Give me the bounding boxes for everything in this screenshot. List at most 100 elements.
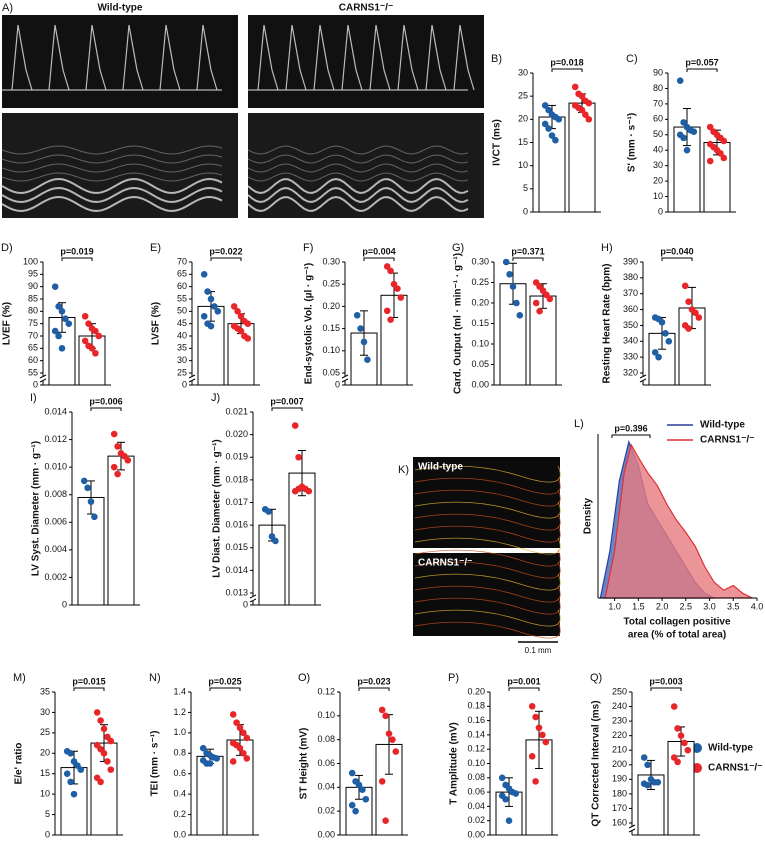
y-axis-label: ST Height (mV) (299, 728, 310, 800)
y-tick-label: 0.018 (225, 474, 248, 484)
data-point (585, 116, 593, 123)
data-point (88, 345, 96, 352)
image-label: CARNS1⁻/⁻ (418, 558, 472, 569)
y-tick-label: 230 (612, 715, 627, 725)
data-point (265, 508, 272, 515)
data-point (571, 83, 579, 91)
mmode-band (247, 163, 469, 173)
y-tick-label: 0.00 (471, 379, 489, 389)
data-point (535, 724, 543, 732)
y-tick-label: 35 (177, 343, 187, 353)
data-point (382, 712, 389, 720)
y-tick-label: 0.0 (173, 829, 186, 839)
data-point (305, 487, 313, 495)
x-tick-label: 3.5 (727, 601, 740, 611)
data-point (387, 316, 394, 324)
data-point (244, 320, 252, 327)
data-point (680, 134, 687, 142)
collagen-fiber (414, 477, 561, 495)
bar (350, 332, 378, 386)
x-tick-label: 1.5 (632, 601, 645, 611)
data-point (58, 345, 66, 352)
echo-doppler (2, 15, 238, 108)
x-axis-label: Total collagen positive (623, 617, 730, 628)
data-point (65, 320, 73, 327)
y-tick-label: 0 (335, 379, 340, 389)
y-tick-label: 10 (40, 789, 50, 799)
y-tick-label: 0.14 (467, 729, 485, 739)
data-point (353, 311, 361, 319)
data-point (502, 258, 510, 266)
data-point (387, 267, 394, 275)
data-point (237, 327, 245, 335)
significance-bracket (551, 68, 583, 72)
bar (196, 755, 224, 836)
echo-doppler (248, 15, 484, 108)
y-axis-label: E/e' ratio (14, 743, 25, 785)
axis-break (639, 374, 647, 383)
y-axis-label: LV Syst. Diameter (mm · g⁻¹) (31, 441, 42, 576)
y-tick-label: 0.25 (471, 277, 489, 287)
mmode-band (1, 195, 223, 212)
y-tick-label: 20 (518, 114, 528, 124)
data-point (532, 778, 539, 785)
data-point (585, 99, 593, 107)
y-tick-label: 25 (40, 727, 50, 737)
data-point (681, 282, 689, 290)
data-point (364, 356, 371, 363)
y-tick-label: 40 (653, 145, 663, 155)
data-point (545, 106, 552, 114)
p-value: p=0.022 (209, 246, 242, 256)
data-point (582, 111, 589, 118)
data-point (690, 128, 698, 135)
y-tick-label: 55 (177, 293, 187, 303)
y-tick-label: 240 (612, 701, 627, 711)
significance-bracket (611, 434, 651, 438)
bar (529, 295, 557, 386)
data-point (357, 325, 364, 332)
image-label: CARNS1⁻/⁻ (339, 3, 393, 14)
y-tick-label: 65 (177, 269, 187, 279)
data-point (85, 320, 92, 327)
y-tick-label: 0.30 (322, 256, 340, 266)
data-point (394, 285, 401, 292)
y-tick-label: 360 (623, 304, 638, 314)
panel-label: Q) (590, 672, 602, 684)
data-point (291, 422, 299, 429)
y-tick-label: 5 (523, 183, 528, 193)
panel-label: F) (303, 242, 313, 254)
y-axis-label: S' (mm · s⁻¹) (627, 113, 638, 172)
y-tick-label: 0.04 (467, 801, 485, 811)
y-tick-label: 0.013 (225, 587, 248, 597)
significance-bracket (650, 687, 682, 691)
y-tick-label: 0.019 (225, 452, 248, 462)
collagen-fiber (414, 465, 561, 483)
y-tick-label: 0 (243, 599, 248, 609)
x-tick-label: 2.0 (656, 601, 669, 611)
data-point (97, 717, 104, 724)
data-point (644, 781, 651, 789)
data-point (199, 744, 207, 752)
y-tick-label: 0.04 (317, 782, 335, 792)
y-tick-label: 60 (653, 114, 663, 124)
p-value: p=0.025 (208, 676, 241, 686)
data-point (107, 766, 115, 773)
y-tick-label: 0.12 (467, 744, 485, 754)
y-tick-label: 0 (658, 206, 663, 216)
collagen-fiber (414, 489, 561, 507)
data-point (542, 738, 550, 746)
data-point (362, 795, 370, 803)
data-point (81, 337, 89, 345)
y-tick-label: 20 (40, 748, 50, 758)
histology (413, 457, 560, 548)
y-tick-label: 0.015 (225, 542, 248, 552)
mmode-band (247, 186, 469, 204)
significance-bracket (512, 257, 544, 261)
data-point (706, 123, 714, 131)
y-tick-label: 170 (612, 803, 627, 813)
y-tick-label: 0.00 (317, 829, 335, 839)
y-tick-label: 0.10 (471, 338, 489, 348)
data-point (230, 303, 238, 310)
panel-label: O) (298, 672, 310, 684)
y-tick-label: 90 (653, 67, 663, 77)
